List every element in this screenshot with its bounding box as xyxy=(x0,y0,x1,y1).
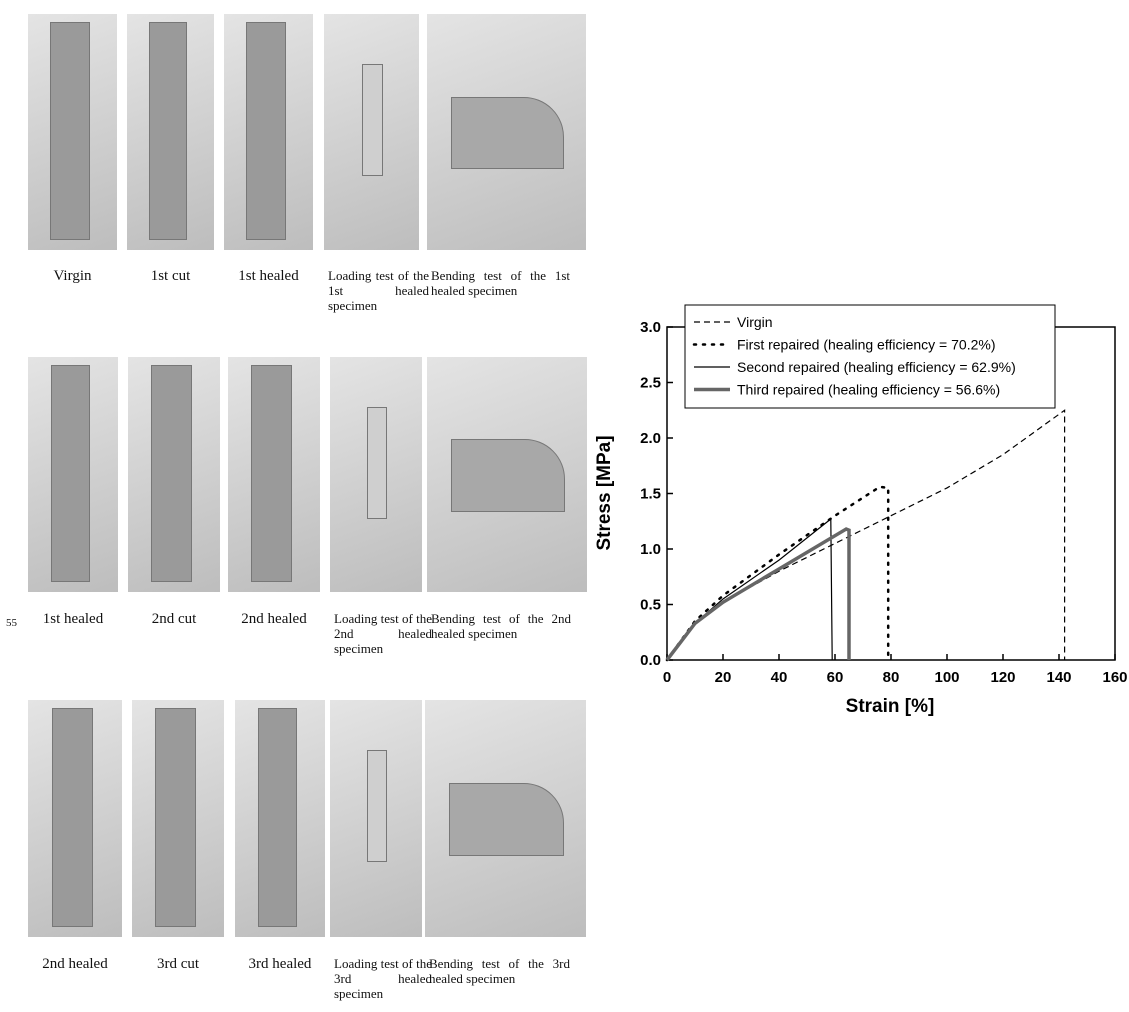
photo xyxy=(28,14,117,250)
caption: 2nd healed xyxy=(241,611,307,627)
caption: 1st cut xyxy=(150,268,191,284)
y-tick-label: 2.5 xyxy=(640,375,661,392)
caption: Bending test of the 2nd healed specimen xyxy=(431,611,571,641)
series-line xyxy=(665,527,851,662)
series-line xyxy=(666,409,1066,661)
x-tick-label: 140 xyxy=(1046,669,1071,686)
photo xyxy=(228,357,320,592)
photo xyxy=(330,700,422,937)
caption: 2nd cut xyxy=(151,611,197,627)
y-tick-label: 0.5 xyxy=(640,597,661,614)
photo xyxy=(427,14,586,250)
x-tick-label: 60 xyxy=(827,669,844,686)
y-tick-label: 0.0 xyxy=(640,652,661,669)
y-axis-title: Stress [MPa] xyxy=(594,435,615,550)
photo xyxy=(330,357,422,592)
x-tick-label: 160 xyxy=(1102,669,1127,686)
x-tick-label: 0 xyxy=(663,669,671,686)
y-tick-label: 3.0 xyxy=(640,319,661,336)
series-line xyxy=(666,517,833,661)
photo xyxy=(324,14,419,250)
caption: Loading test of the 3rd healed specimen xyxy=(334,956,432,1001)
x-tick-label: 20 xyxy=(715,669,732,686)
legend-label: Third repaired (healing efficiency = 56.… xyxy=(737,382,1000,398)
photo xyxy=(132,700,224,937)
legend-label: First repaired (healing efficiency = 70.… xyxy=(737,337,995,353)
photo xyxy=(425,700,586,937)
legend-label: Second repaired (healing efficiency = 62… xyxy=(737,359,1016,375)
caption: 2nd healed xyxy=(42,956,108,972)
caption: Bending test of the 1st healed specimen xyxy=(431,268,570,298)
y-tick-label: 2.0 xyxy=(640,430,661,447)
caption: 1st healed xyxy=(42,611,104,627)
line-number: 55 xyxy=(6,617,17,629)
caption: 3rd healed xyxy=(248,956,312,972)
photo xyxy=(224,14,313,250)
photo xyxy=(28,357,118,592)
series-line xyxy=(665,485,890,662)
photo xyxy=(28,700,122,937)
caption: Bending test of the 3rd healed specimen xyxy=(429,956,570,986)
y-tick-label: 1.5 xyxy=(640,486,661,503)
x-tick-label: 120 xyxy=(990,669,1015,686)
x-tick-label: 80 xyxy=(883,669,900,686)
x-tick-label: 40 xyxy=(771,669,788,686)
caption: 3rd cut xyxy=(156,956,200,972)
caption: Loading test of the 2nd healed specimen xyxy=(334,611,432,656)
caption: Loading test of the 1st healed specimen xyxy=(328,268,429,313)
photo xyxy=(127,14,214,250)
legend-label: Virgin xyxy=(737,314,773,330)
caption: Virgin xyxy=(53,268,92,284)
legend-box xyxy=(684,304,1056,409)
y-tick-label: 1.0 xyxy=(640,541,661,558)
photo xyxy=(235,700,325,937)
x-axis-title: Strain [%] xyxy=(846,696,935,717)
photo xyxy=(427,357,587,592)
caption: 1st healed xyxy=(238,268,299,284)
x-tick-label: 100 xyxy=(934,669,959,686)
photo xyxy=(128,357,220,592)
